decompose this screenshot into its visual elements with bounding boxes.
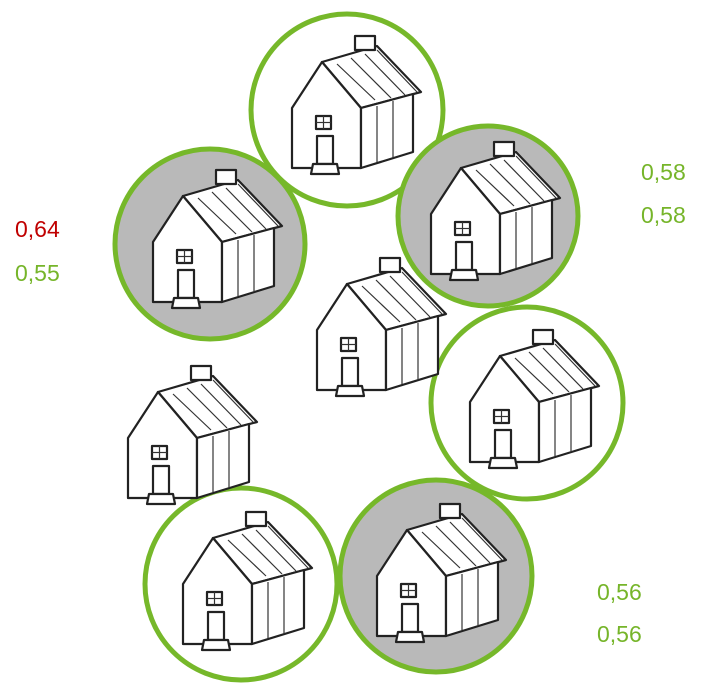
- value-label: 0,56: [597, 621, 642, 647]
- diagram: 0,64 0,55 0,58 0,58 0,56 0,56: [0, 0, 708, 685]
- house: [128, 366, 257, 504]
- page: 0,64 0,55 0,58 0,58 0,56 0,56 (() => { c…: [0, 0, 708, 685]
- value-label: 0,64: [15, 216, 60, 242]
- value-label: 0,58: [641, 202, 686, 228]
- value-label: 0,56: [597, 579, 642, 605]
- value-label: 0,58: [641, 159, 686, 185]
- value-label: 0,55: [15, 260, 60, 286]
